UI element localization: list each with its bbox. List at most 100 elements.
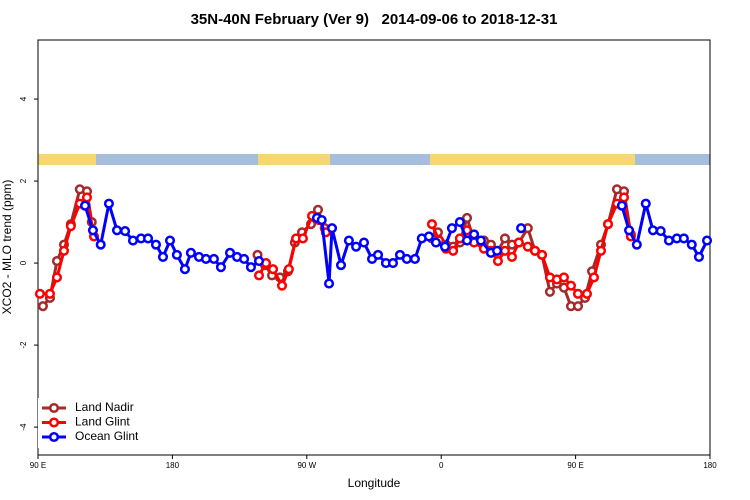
data-point [513, 237, 524, 248]
data-point [358, 237, 370, 248]
plot-frame [37, 39, 711, 456]
data-point [44, 288, 55, 299]
data-point [185, 247, 196, 258]
data-point [581, 288, 592, 299]
data-point [81, 192, 93, 203]
data-point [394, 249, 406, 260]
y-axis-label: XCO2 - MLO trend (ppm) [0, 180, 14, 315]
data-point [351, 241, 362, 252]
data-point [506, 251, 518, 262]
data-point [618, 192, 630, 203]
legend-marker [48, 417, 60, 428]
data-point [454, 217, 465, 228]
chart-title: 35N-40N February (Ver 9) 2014-09-06 to 2… [191, 11, 558, 28]
data-point [572, 301, 584, 312]
data-point [499, 233, 511, 244]
y-tick-label: 2 [19, 178, 28, 183]
data-point [499, 245, 511, 256]
data-point [283, 264, 294, 275]
data-point [150, 239, 162, 250]
data-point [409, 253, 420, 265]
data-point [103, 198, 114, 209]
data-point [171, 249, 182, 260]
data-point [595, 245, 607, 256]
y-tick-label: -2 [19, 341, 28, 349]
data-point [65, 221, 76, 232]
data-point [239, 253, 250, 265]
data-point [588, 272, 600, 283]
data-point [387, 258, 399, 269]
data-point [430, 237, 442, 248]
data-point [461, 212, 473, 224]
data-point [492, 245, 503, 256]
data-point [276, 280, 288, 291]
data-point [446, 223, 458, 234]
data-point [616, 200, 627, 211]
series-line [83, 202, 709, 286]
legend-label: Land Nadir [75, 400, 134, 414]
legend-marker [48, 402, 60, 414]
data-point [316, 214, 327, 226]
data-point [95, 239, 106, 250]
data-point [572, 288, 584, 299]
data-point [522, 241, 533, 252]
data-point [624, 225, 635, 236]
data-point [401, 253, 412, 265]
data-point [215, 262, 226, 273]
data-point [655, 226, 666, 237]
data-point [34, 288, 45, 299]
data-point [224, 247, 236, 258]
y-tick-label: -4 [19, 423, 28, 431]
land-band [258, 154, 330, 165]
data-point [120, 226, 131, 237]
data-point [208, 253, 219, 265]
data-point [516, 223, 527, 234]
data-point [200, 253, 212, 265]
x-tick-label: 180 [703, 461, 717, 470]
data-point [343, 235, 354, 246]
data-point [448, 245, 459, 256]
data-point [663, 235, 674, 246]
data-point [87, 225, 99, 236]
data-point [157, 251, 169, 262]
legend-label: Ocean Glint [75, 429, 139, 443]
data-point [602, 219, 614, 230]
y-tick-label: 0 [19, 260, 28, 265]
data-point [179, 264, 190, 275]
data-point [544, 286, 555, 297]
data-point [324, 278, 335, 289]
data-point [58, 245, 70, 256]
x-tick-label: 90 E [567, 461, 583, 470]
data-point [529, 245, 541, 256]
x-tick-label: 0 [439, 461, 444, 470]
legend-label: Land Glint [75, 415, 130, 429]
data-point [253, 270, 265, 281]
data-point [143, 233, 154, 244]
x-tick-label: 90 W [297, 461, 316, 470]
data-point [268, 264, 279, 275]
data-point [253, 255, 265, 267]
data-point [565, 280, 577, 291]
data-point [678, 233, 689, 244]
data-point [469, 229, 480, 240]
data-point [79, 200, 91, 211]
legend-marker [48, 431, 60, 443]
data-point [558, 272, 570, 283]
data-point [647, 225, 659, 236]
data-point [475, 235, 486, 246]
data-point [492, 255, 503, 267]
data-point [439, 241, 450, 252]
data-point [461, 235, 473, 246]
ocean-band [38, 154, 710, 165]
data-point [701, 235, 713, 246]
y-tick-label: 4 [19, 96, 28, 101]
data-point [423, 231, 435, 242]
x-tick-label: 180 [166, 461, 180, 470]
data-point [335, 260, 347, 271]
data-point [372, 249, 384, 260]
data-point [245, 262, 256, 273]
data-point [111, 225, 123, 236]
data-point [127, 235, 139, 246]
data-point [631, 239, 642, 250]
data-point [51, 272, 63, 283]
